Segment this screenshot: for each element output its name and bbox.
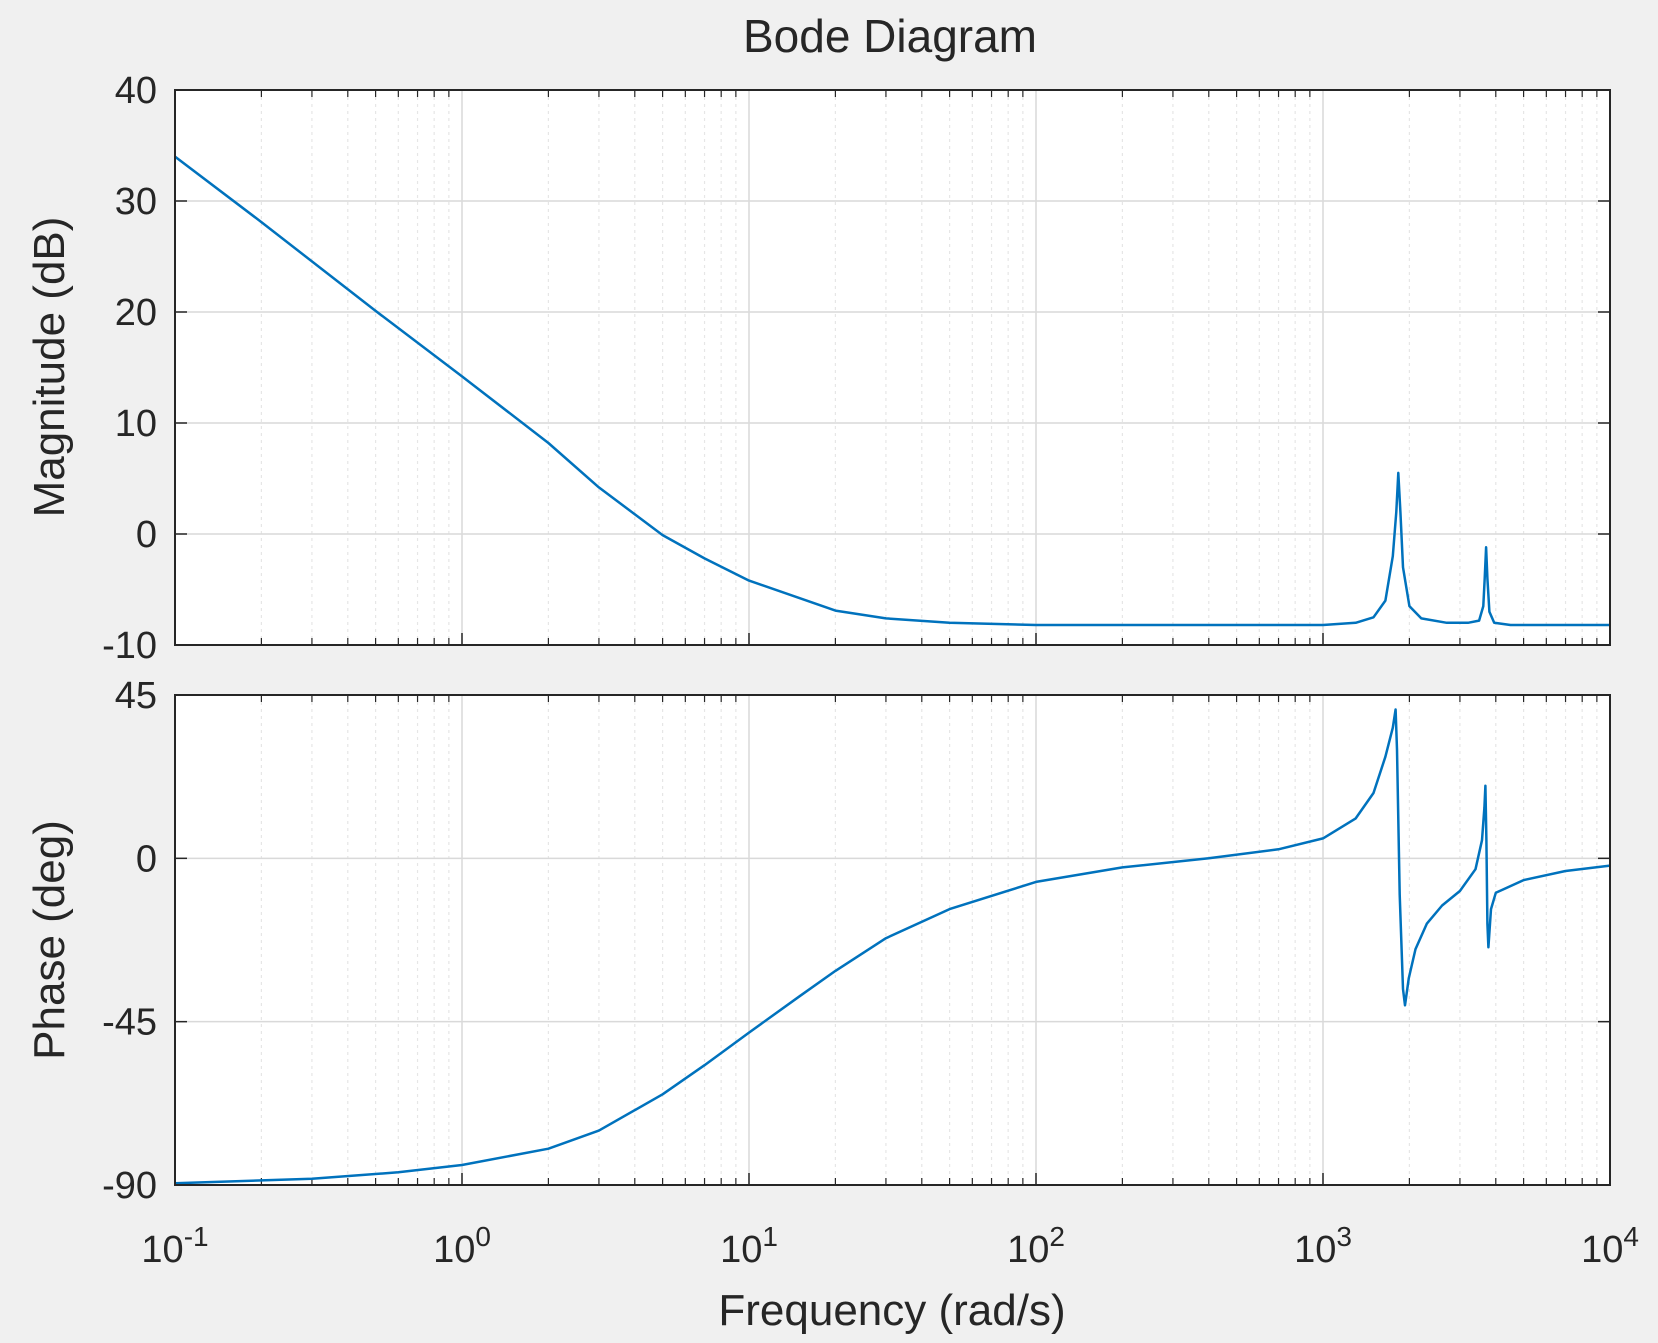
x-tick-exponent: 2 <box>1049 1221 1065 1252</box>
magnitude-y-tick-label: 20 <box>115 292 157 334</box>
phase-y-tick-label: -45 <box>102 1002 157 1044</box>
magnitude-axes-box <box>174 89 1611 646</box>
x-tick-label: 103 <box>1294 1221 1352 1271</box>
x-tick-label: 100 <box>433 1221 491 1271</box>
phase-y-axis-label: Phase (deg) <box>25 820 74 1060</box>
magnitude-axes[interactable]: 40 30 20 10 0 -10 Magnitude (dB) <box>25 70 1611 667</box>
x-tick-base: 10 <box>720 1229 762 1271</box>
x-tick-exponent: -1 <box>184 1221 209 1252</box>
phase-y-tick-label: -90 <box>102 1165 157 1207</box>
x-tick-base: 10 <box>1294 1229 1336 1271</box>
x-tick-label: 10-1 <box>141 1221 208 1271</box>
magnitude-y-tick-label: 0 <box>136 514 157 556</box>
magnitude-y-tick-label: 10 <box>115 403 157 445</box>
x-tick-exponent: 3 <box>1336 1221 1352 1252</box>
phase-y-tick-label: 0 <box>136 838 157 880</box>
phase-series <box>174 708 1611 1185</box>
x-axis-label: Frequency (rad/s) <box>718 1286 1065 1335</box>
magnitude-series <box>174 155 1610 627</box>
phase-y-ticks: 45 0 -45 -90 <box>102 675 157 1207</box>
magnitude-y-tick-label: 30 <box>115 181 157 223</box>
magnitude-y-ticks: 40 30 20 10 0 -10 <box>102 70 157 667</box>
x-tick-exponent: 4 <box>1623 1221 1639 1252</box>
phase-plot-area[interactable] <box>175 695 1610 1185</box>
magnitude-y-tick-label: 40 <box>115 70 157 112</box>
magnitude-plot-area[interactable] <box>175 90 1610 645</box>
phase-axes[interactable]: 45 0 -45 -90 Phase (deg) <box>25 675 1611 1207</box>
x-tick-base: 10 <box>433 1229 475 1271</box>
phase-y-tick-label: 45 <box>115 675 157 717</box>
magnitude-y-tick-label: -10 <box>102 625 157 667</box>
x-tick-base: 10 <box>1007 1229 1049 1271</box>
magnitude-curve <box>174 155 1610 627</box>
x-tick-label: 102 <box>1007 1221 1065 1271</box>
x-tick-label: 104 <box>1581 1221 1639 1271</box>
x-tick-base: 10 <box>141 1229 183 1271</box>
x-tick-exponent: 1 <box>762 1221 778 1252</box>
phase-axes-box <box>174 694 1611 1186</box>
x-tick-label: 101 <box>720 1221 778 1271</box>
frequency-x-ticks: 10-1 100 101 102 103 104 <box>141 1221 1639 1271</box>
x-tick-base: 10 <box>1581 1229 1623 1271</box>
chart-title: Bode Diagram <box>743 10 1037 62</box>
magnitude-y-axis-label: Magnitude (dB) <box>25 217 74 518</box>
phase-curve <box>174 708 1611 1185</box>
x-tick-exponent: 0 <box>475 1221 491 1252</box>
